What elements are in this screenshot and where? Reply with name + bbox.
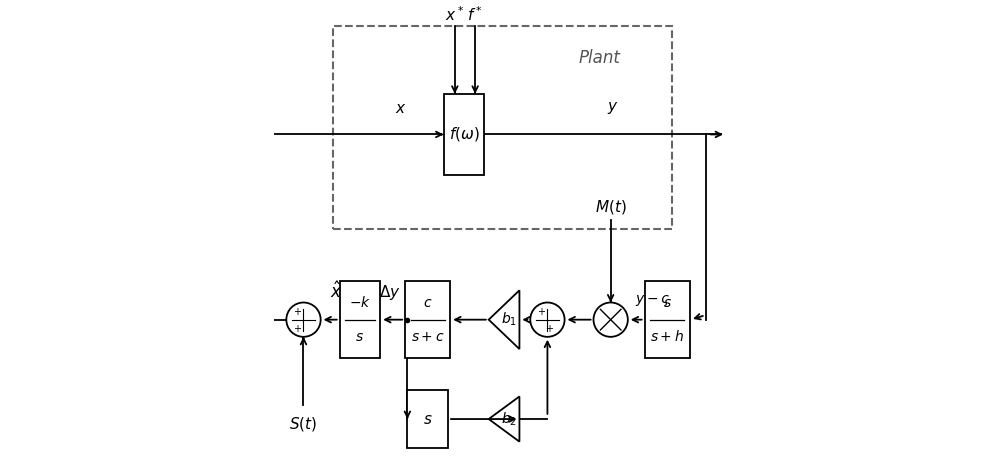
Circle shape — [594, 303, 628, 337]
Bar — [444, 94, 484, 175]
Text: +: + — [545, 324, 553, 333]
Text: $\Delta y$: $\Delta y$ — [379, 283, 401, 302]
Text: $S(t)$: $S(t)$ — [289, 415, 318, 432]
Text: $M(t)$: $M(t)$ — [595, 198, 627, 216]
Text: $f^*$: $f^*$ — [467, 5, 483, 24]
Text: $s+h$: $s+h$ — [650, 329, 684, 344]
Text: $s$: $s$ — [355, 330, 364, 344]
Text: $s$: $s$ — [423, 411, 433, 426]
Text: $-k$: $-k$ — [349, 295, 371, 310]
Text: $b_2$: $b_2$ — [501, 410, 517, 428]
Text: $\hat{x}$: $\hat{x}$ — [330, 281, 342, 302]
Circle shape — [530, 303, 565, 337]
Text: Plant: Plant — [578, 49, 620, 67]
Text: $s+c$: $s+c$ — [411, 330, 445, 344]
Text: $b_1$: $b_1$ — [501, 311, 517, 328]
Text: $y-\varsigma$: $y-\varsigma$ — [635, 293, 670, 308]
Bar — [340, 281, 380, 358]
Bar — [407, 389, 448, 448]
Text: $c$: $c$ — [423, 296, 432, 310]
Bar — [333, 26, 672, 229]
Text: $x$: $x$ — [395, 101, 406, 116]
Bar — [645, 281, 690, 358]
Text: $f(\omega)$: $f(\omega)$ — [449, 126, 479, 143]
Circle shape — [286, 303, 321, 337]
Polygon shape — [489, 396, 519, 442]
Text: +: + — [537, 307, 545, 318]
Text: $y$: $y$ — [607, 100, 619, 116]
Text: +: + — [293, 307, 301, 318]
Text: +: + — [293, 324, 301, 333]
Text: $x^*$: $x^*$ — [445, 5, 464, 24]
Polygon shape — [489, 290, 519, 349]
Bar — [405, 281, 450, 358]
Text: $s$: $s$ — [663, 296, 672, 310]
